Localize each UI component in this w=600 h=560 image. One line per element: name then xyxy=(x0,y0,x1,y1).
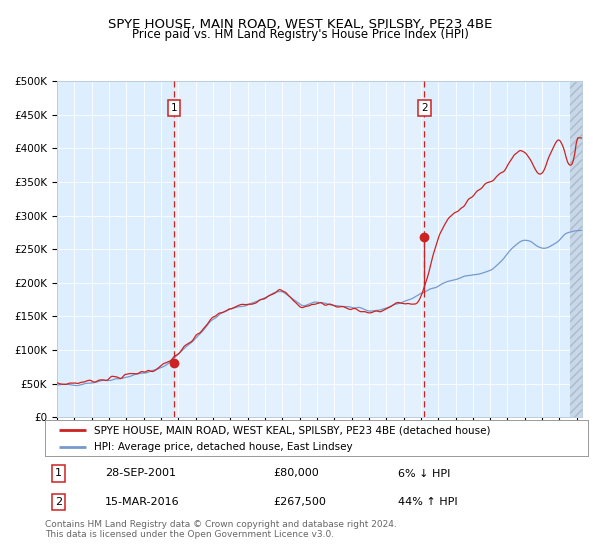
Text: 44% ↑ HPI: 44% ↑ HPI xyxy=(398,497,458,507)
Text: 2: 2 xyxy=(55,497,62,507)
Bar xyxy=(570,81,590,417)
Text: Price paid vs. HM Land Registry's House Price Index (HPI): Price paid vs. HM Land Registry's House … xyxy=(131,28,469,41)
Text: 1: 1 xyxy=(170,103,177,113)
Text: SPYE HOUSE, MAIN ROAD, WEST KEAL, SPILSBY, PE23 4BE (detached house): SPYE HOUSE, MAIN ROAD, WEST KEAL, SPILSB… xyxy=(94,425,490,435)
Text: 1: 1 xyxy=(55,469,62,478)
Text: 28-SEP-2001: 28-SEP-2001 xyxy=(105,469,176,478)
Text: 6% ↓ HPI: 6% ↓ HPI xyxy=(398,469,451,478)
Text: £80,000: £80,000 xyxy=(273,469,319,478)
Text: 15-MAR-2016: 15-MAR-2016 xyxy=(105,497,179,507)
Text: 2: 2 xyxy=(421,103,428,113)
Text: Contains HM Land Registry data © Crown copyright and database right 2024.
This d: Contains HM Land Registry data © Crown c… xyxy=(45,520,397,539)
Text: SPYE HOUSE, MAIN ROAD, WEST KEAL, SPILSBY, PE23 4BE: SPYE HOUSE, MAIN ROAD, WEST KEAL, SPILSB… xyxy=(108,18,492,31)
Text: HPI: Average price, detached house, East Lindsey: HPI: Average price, detached house, East… xyxy=(94,442,352,452)
Bar xyxy=(174,81,424,417)
Text: £267,500: £267,500 xyxy=(273,497,326,507)
